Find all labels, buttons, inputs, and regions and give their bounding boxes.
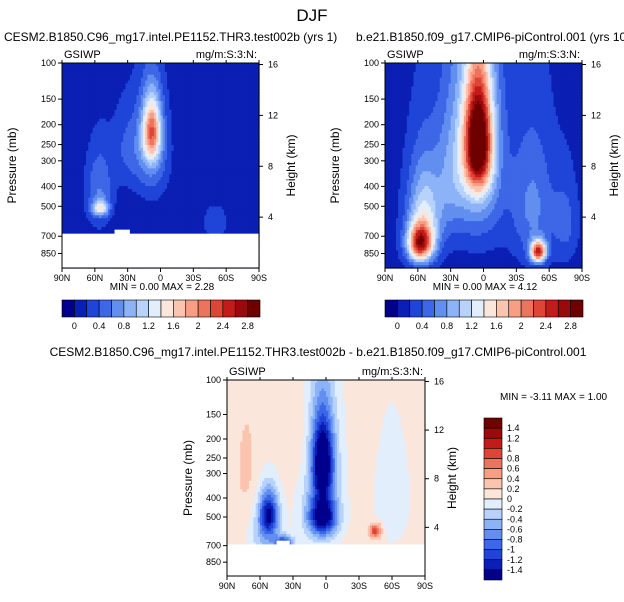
page-title: DJF	[296, 6, 327, 25]
variable-label: GSIWP	[64, 49, 101, 61]
units-label: mg/m:S:3:N:	[196, 49, 257, 61]
panel-model-test: CESM2.B1850.C96_mg17.intel.PE1152.THR3.t…	[4, 30, 337, 331]
panel-title: CESM2.B1850.C96_mg17.intel.PE1152.THR3.t…	[4, 30, 337, 44]
